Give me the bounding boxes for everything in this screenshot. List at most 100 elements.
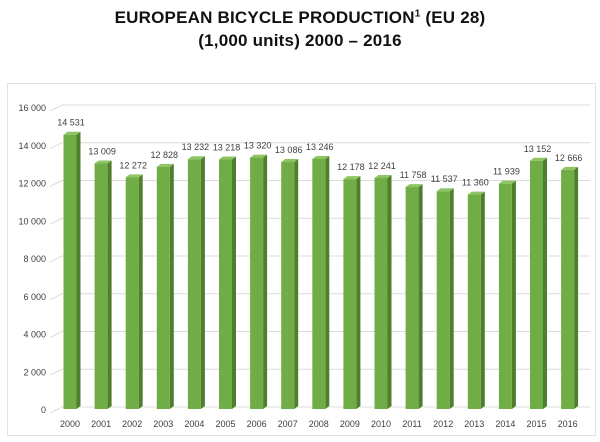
bar-2014 <box>498 183 512 409</box>
bar-side <box>574 166 579 409</box>
y-tick-label: 14 000 <box>18 141 46 151</box>
bar-side <box>480 191 485 409</box>
data-label: 13 320 <box>244 141 272 151</box>
bar-top <box>374 174 392 178</box>
y-tick-label: 16 000 <box>18 103 46 113</box>
bar-side <box>418 184 423 409</box>
bar-2006 <box>250 157 264 409</box>
x-tick-label: 2010 <box>371 419 391 429</box>
bar-top <box>281 159 299 163</box>
bar-side <box>200 156 205 409</box>
data-label: 13 009 <box>88 146 116 156</box>
bar-2005 <box>219 159 232 409</box>
bar-side <box>325 155 330 409</box>
data-label: 14 531 <box>57 118 85 128</box>
bar-2004 <box>187 159 201 409</box>
bar-2003 <box>156 166 170 409</box>
x-tick-label: 2004 <box>184 419 204 429</box>
bar-2001 <box>94 163 108 409</box>
data-label: 12 241 <box>368 161 396 171</box>
bar-top <box>219 156 236 160</box>
x-tick-label: 2002 <box>122 419 142 429</box>
x-tick-label: 2009 <box>340 419 360 429</box>
x-tick-label: 2011 <box>402 419 421 429</box>
y-tick-label: 0 <box>41 405 46 415</box>
x-tick-label: 2012 <box>433 419 453 429</box>
chart-title: EUROPEAN BICYCLE PRODUCTION1 (EU 28) <box>114 8 486 27</box>
data-label: 13 086 <box>275 145 303 155</box>
data-label: 11 537 <box>431 174 458 184</box>
bar-side <box>76 131 81 410</box>
x-tick-label: 2008 <box>309 419 329 429</box>
bar-side <box>294 159 299 409</box>
gridline <box>49 104 590 112</box>
bar-top <box>187 156 205 160</box>
bar-top <box>467 191 485 195</box>
bar-top <box>405 184 423 188</box>
x-tick-label: 2001 <box>91 419 111 429</box>
y-tick-label: 6 000 <box>23 292 46 302</box>
x-tick-label: 2013 <box>464 419 484 429</box>
x-tick-label: 2016 <box>558 419 578 429</box>
bar-side <box>232 156 236 409</box>
bar-top <box>250 154 268 158</box>
data-label: 12 272 <box>119 160 147 170</box>
bar-2010 <box>374 177 388 409</box>
bar-top <box>436 188 454 192</box>
x-tick-label: 2015 <box>526 419 546 429</box>
data-label: 12 828 <box>151 150 179 160</box>
bar-2002 <box>125 177 139 409</box>
bar-top <box>530 157 547 161</box>
bar-top <box>498 180 516 184</box>
data-label: 13 232 <box>182 142 210 152</box>
y-tick-label: 2 000 <box>23 367 46 377</box>
bar-2016 <box>561 169 575 409</box>
bar-side <box>263 154 268 409</box>
bar-top <box>156 163 174 167</box>
bar-top <box>94 160 112 164</box>
title-footnote-marker: 1 <box>414 8 421 20</box>
bar-side <box>138 174 143 409</box>
bar-side <box>543 157 547 409</box>
x-tick-label: 2003 <box>153 419 173 429</box>
data-label: 11 758 <box>400 170 427 180</box>
x-tick-label: 2014 <box>495 419 515 429</box>
bar-2000 <box>63 134 77 410</box>
bar-top <box>343 176 361 180</box>
data-label: 13 218 <box>213 143 241 153</box>
bar-side <box>511 180 516 409</box>
bar-top <box>63 131 81 135</box>
y-tick-label: 10 000 <box>18 216 46 226</box>
bar-side <box>356 176 361 409</box>
data-label: 11 360 <box>462 178 489 188</box>
bar-2011 <box>405 187 419 409</box>
bar-top <box>125 174 143 178</box>
gridline <box>49 180 590 187</box>
bar-2012 <box>436 191 450 409</box>
chart-subtitle: (1,000 units) 2000 – 2016 <box>198 31 402 50</box>
y-tick-label: 12 000 <box>18 179 46 189</box>
gridline <box>49 142 590 150</box>
data-label: 12 666 <box>555 153 583 163</box>
x-tick-label: 2005 <box>215 419 235 429</box>
y-tick-label: 4 000 <box>23 330 46 340</box>
data-label: 13 152 <box>524 144 552 154</box>
bar-2007 <box>281 162 295 409</box>
bar-2008 <box>312 158 326 409</box>
bar-side <box>169 163 174 409</box>
y-tick-label: 8 000 <box>23 254 46 264</box>
bar-side <box>387 174 392 409</box>
chart-frame <box>7 83 596 436</box>
data-label: 12 178 <box>337 162 365 172</box>
data-label: 13 246 <box>306 142 334 152</box>
bar-2013 <box>467 194 481 409</box>
bar-side <box>107 160 112 409</box>
x-tick-label: 2007 <box>278 419 298 429</box>
bar-top <box>561 166 579 170</box>
bar-2009 <box>343 179 357 409</box>
x-tick-label: 2000 <box>60 419 80 429</box>
x-tick-label: 2006 <box>247 419 267 429</box>
bar-side <box>449 188 454 409</box>
bar-top <box>312 155 330 159</box>
